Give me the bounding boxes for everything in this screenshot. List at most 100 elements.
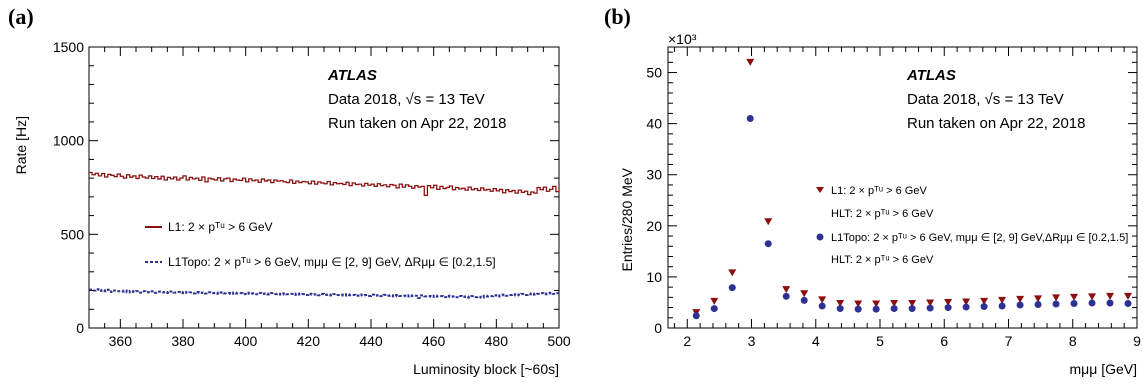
panel-b-y-tick-label: 30 [646,167,662,183]
panel-a-x-tick-label: 420 [297,333,321,349]
panel-b-exponent: ×10³ [668,31,697,47]
panel-b-x-tick-label: 8 [1069,333,1077,349]
panel-b-point-topo [764,240,772,248]
panel-b-point-topo [782,292,790,300]
panel-a-series [89,171,560,300]
panel-a-label: (a) [8,4,34,29]
panel-b-info-line1: Data 2018, √s = 13 TeV [907,91,1064,108]
panel-a-x-tick-label: 400 [234,333,258,349]
panel-b-x-tick-label: 2 [683,333,691,349]
panel-b-point-topo [908,305,916,313]
panel-b-point-topo [1088,299,1096,307]
panel-b-x-tick-label: 9 [1133,333,1141,349]
panel-b-point-topo [872,305,880,313]
panel-b-point-l1 [746,58,755,66]
panel-b-x-tick-label: 6 [940,333,948,349]
panel-b-point-topo [1034,300,1042,308]
panel-b-point-l1 [728,269,737,277]
panel-b-point-l1 [854,300,863,308]
panel-b-point-topo [1016,301,1024,309]
panel-a-y-tick-label: 1500 [53,39,84,55]
panel-b-point-l1 [980,297,989,305]
panel-a-y-tick-label: 1000 [53,133,84,149]
panel-b-point-l1 [764,218,773,226]
panel-b-point-topo [1106,299,1114,307]
panel-a-x-axis-title: Luminosity block [~60s] [413,361,559,377]
panel-b-point-topo [926,304,934,312]
panel-b-point-l1 [908,299,917,307]
panel-b-point-topo [800,296,808,304]
panel-b-series [692,58,1133,320]
panel-b-legend-topo-hlt: HLT: 2 × pᵀᵘ > 6 GeV [831,254,934,266]
panel-b-x-tick-label: 4 [812,333,820,349]
panel-b-legend-l1-hlt: HLT: 2 × pᵀᵘ > 6 GeV [831,208,934,220]
panel-b-y-axis-title: Entries/280 MeV [619,167,635,271]
panel-a-legend-topo: L1Topo: 2 × pᵀᵘ > 6 GeV, mμμ ∈ [2, 9] Ge… [168,255,496,269]
panel-b-point-topo [728,284,736,292]
panel-a-y-tick-label: 0 [76,320,84,336]
panel-b-x-axis-title: mμμ [GeV] [1070,361,1137,377]
panel-b-point-topo [818,302,826,310]
panel-b-point-l1 [998,296,1007,304]
panel-b-info-line2: Run taken on Apr 22, 2018 [907,115,1085,132]
panel-b-y-tick-label: 40 [646,116,662,132]
panel-b-point-l1 [962,298,971,306]
panel-b-point-topo [944,304,952,312]
panel-a-legend-l1: L1: 2 × pᵀᵘ > 6 GeV [168,220,273,234]
panel-b-point-l1 [1034,295,1043,303]
panel-b-point-l1 [1070,293,1079,301]
panel-b-x-tick-label: 5 [876,333,884,349]
panel-a-y-tick-label: 500 [61,226,85,242]
panel-b-legend-l1: L1: 2 × pᵀᵘ > 6 GeV [831,185,927,197]
panel-b-frame [667,46,1138,329]
panel-b-point-l1 [1106,292,1115,300]
panel-b-point-l1 [890,299,899,307]
panel-b-point-topo [980,303,988,311]
panel-a-atlas-label: ATLAS [327,67,377,84]
panel-a-x-tick-label: 500 [547,333,571,349]
panel-a-y-axis-title: Rate [Hz] [13,116,29,174]
panel-b-point-topo [1070,299,1078,307]
panel-a-frame [88,46,560,329]
panel-b-point-l1 [782,286,791,294]
panel-a-series-l1 [89,171,560,197]
panel-b-legend-topo: L1Topo: 2 × pᵀᵘ > 6 GeV, mμμ ∈ [2, 9] Ge… [831,232,1128,244]
panel-b-point-l1 [836,299,845,307]
panel-b-axes: 2 3 4 5 6 7 8 9 0 10 20 30 40 50 [646,47,1141,349]
panel-b-point-l1 [926,299,935,307]
panel-b-y-tick-label: 0 [654,320,662,336]
panel-b-x-tick-label: 7 [1005,333,1013,349]
panel-a-x-tick-label: 440 [359,333,383,349]
panel-b-point-l1 [800,290,809,298]
panel-b-point-l1 [1124,292,1133,300]
panel-b-y-tick-label: 20 [646,218,662,234]
panel-b-label: (b) [604,4,631,29]
panel-b-point-l1 [1052,294,1061,302]
panel-b-point-topo [854,305,862,313]
panel-b-point-l1 [872,300,881,308]
panel-b-point-l1 [1088,293,1097,301]
panel-b-y-tick-label: 50 [646,65,662,81]
panel-b-point-l1 [710,297,719,305]
panel-b-point-topo [890,305,898,313]
panel-b-legend-l1-marker [816,187,824,193]
panel-b-point-topo [1052,300,1060,308]
panel-a-x-tick-label: 360 [109,333,133,349]
panel-b-point-l1 [944,298,953,306]
panel-b-point-topo [746,115,754,123]
panel-a-info-line1: Data 2018, √s = 13 TeV [328,91,485,108]
panel-a-info-line2: Run taken on Apr 22, 2018 [328,115,506,132]
panel-b-y-tick-label: 10 [646,269,662,285]
panel-a-plot [88,46,560,329]
panel-b-point-topo [1124,299,1132,307]
panel-a-x-tick-label: 380 [171,333,195,349]
panel-b-point-topo [836,305,844,313]
panel-b-atlas-label: ATLAS [906,67,956,84]
panel-b-legend-topo-marker [816,233,824,241]
panel-a-x-tick-label: 480 [485,333,509,349]
panel-b-point-topo [998,302,1006,310]
panel-b-point-l1 [818,296,827,304]
panel-a-axes: 360 380 400 420 440 460 480 500 0 500 1000 1500 [53,39,571,349]
panel-b-point-topo [962,303,970,311]
